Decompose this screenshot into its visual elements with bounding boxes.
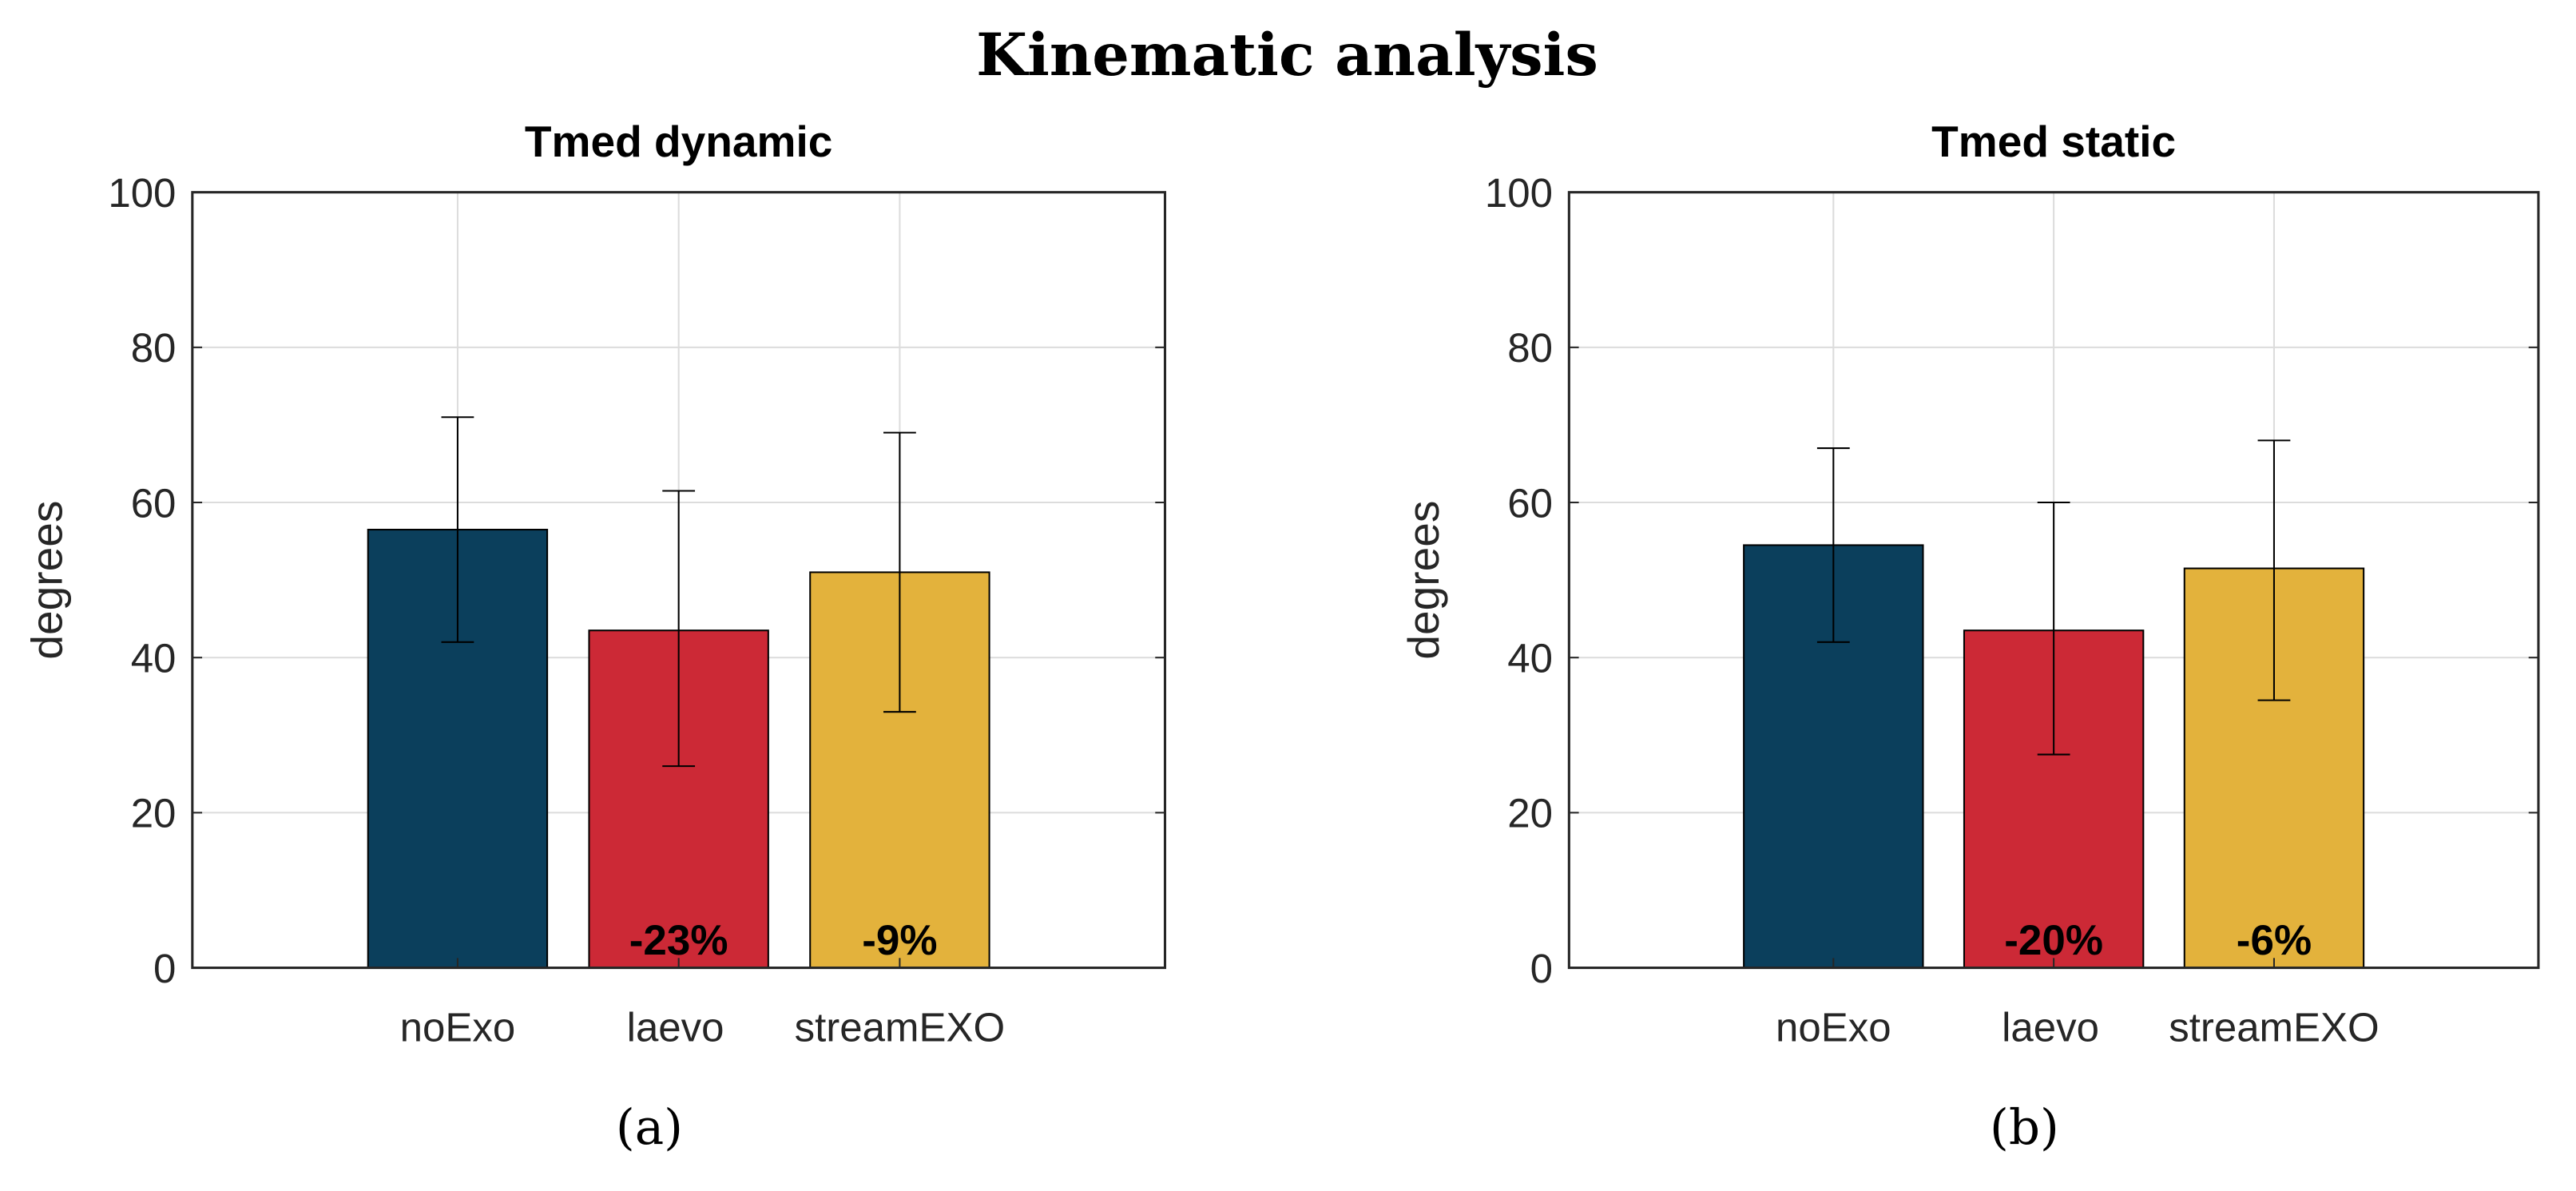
- panel-title: Tmed static: [1931, 117, 2176, 166]
- chart-panel-a: 0 20 40 60 80 100 -23% -9% noExo laevo streamEXO Tm…: [22, 117, 1167, 1156]
- x-tick-label: streamEXO: [2169, 1004, 2380, 1050]
- figure-title: Kinematic analysis: [976, 21, 1598, 89]
- x-tick-label: laevo: [2002, 1004, 2099, 1050]
- y-tick-label: 40: [131, 636, 177, 681]
- y-tick-label: 20: [1507, 791, 1553, 836]
- y-axis-label: degrees: [22, 501, 72, 660]
- x-tick-label: laevo: [627, 1004, 724, 1050]
- axes-box: [191, 191, 1167, 970]
- y-axis-label: degrees: [1399, 501, 1448, 660]
- chart-panel-b: 0 20 40 60 80 100 -20% -6% noExo laevo streamEXO Tm…: [1399, 117, 2540, 1156]
- y-tick-label: 20: [131, 791, 177, 836]
- panel-title: Tmed dynamic: [525, 117, 833, 166]
- y-tick-label: 40: [1507, 636, 1553, 681]
- y-tick-label: 80: [1507, 325, 1553, 371]
- x-tick-label: noExo: [400, 1004, 516, 1050]
- bar-percent-label: -6%: [2237, 917, 2312, 964]
- bar-percent-label: -20%: [2004, 917, 2103, 964]
- y-tick-label: 60: [1507, 480, 1553, 526]
- y-tick-label: 0: [1530, 946, 1553, 991]
- bar-noexo: [367, 528, 549, 969]
- axes-box: [1567, 191, 2540, 970]
- x-tick-label: streamEXO: [795, 1004, 1006, 1050]
- y-tick-label: 80: [131, 325, 177, 371]
- panel-caption: (b): [1990, 1099, 2059, 1156]
- y-tick-label: 100: [108, 170, 176, 216]
- y-tick-label: 0: [153, 946, 176, 991]
- panel-caption: (a): [616, 1099, 683, 1156]
- x-tick-label: noExo: [1776, 1004, 1891, 1050]
- y-tick-label: 60: [131, 480, 177, 526]
- bar-percent-label: -23%: [629, 917, 728, 964]
- bar-percent-label: -9%: [862, 917, 937, 964]
- y-tick-label: 100: [1485, 170, 1553, 216]
